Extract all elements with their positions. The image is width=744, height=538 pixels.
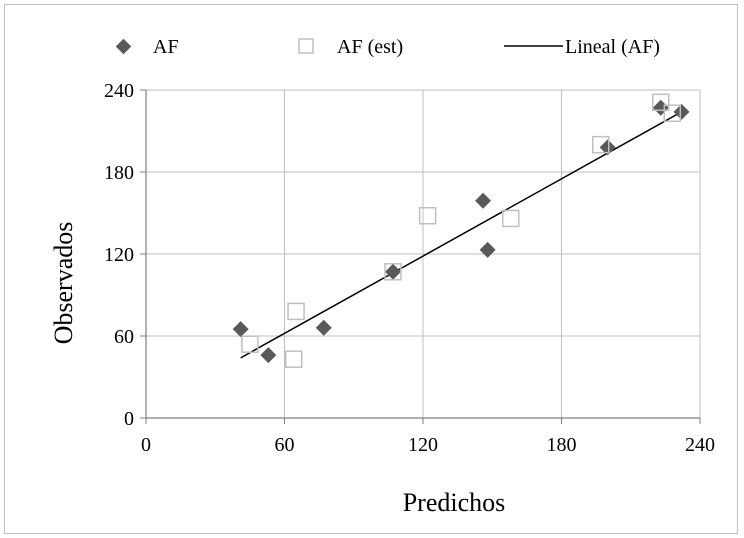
legend-label-af: AF xyxy=(153,36,179,58)
grid-lines xyxy=(146,89,701,418)
x-tick-label: 0 xyxy=(141,434,151,456)
data-point-af xyxy=(384,263,401,280)
trendline xyxy=(240,111,682,359)
data-marks xyxy=(232,93,690,368)
y-tick-label: 0 xyxy=(124,408,134,430)
data-point-af-est xyxy=(284,350,303,368)
y-tick-labels: 0 60 120 180 240 xyxy=(104,80,146,430)
trendline-group xyxy=(240,111,682,359)
x-tick-label: 60 xyxy=(275,434,295,456)
legend-label-af-est: AF (est) xyxy=(337,36,403,58)
legend-label-lineal: Lineal (AF) xyxy=(565,36,660,58)
data-point-af-est xyxy=(501,209,520,228)
y-tick-label: 60 xyxy=(114,326,134,348)
data-point-af-est xyxy=(241,335,259,353)
x-axis-title: Predichos xyxy=(403,488,506,517)
data-point-af-est xyxy=(652,93,670,112)
data-point-af xyxy=(673,103,690,120)
data-point-af-est xyxy=(591,135,610,154)
x-tick-label: 120 xyxy=(408,434,438,456)
x-tick-labels: 0 60 120 180 240 xyxy=(141,418,715,456)
y-tick-label: 120 xyxy=(104,244,134,266)
data-point-af xyxy=(260,347,277,364)
chart-frame xyxy=(4,4,738,534)
y-tick-label: 180 xyxy=(104,162,134,184)
legend: AF AF (est) Lineal (AF) xyxy=(115,36,660,58)
data-point-af xyxy=(599,139,616,156)
x-tick-label: 180 xyxy=(547,434,577,456)
data-point-af xyxy=(479,241,496,258)
y-tick-label: 240 xyxy=(104,80,134,102)
legend-marker-af-est xyxy=(298,38,314,54)
data-point-af-est xyxy=(384,263,402,281)
data-point-af xyxy=(475,192,492,209)
x-tick-label: 240 xyxy=(685,434,715,456)
data-point-af-est xyxy=(418,206,437,225)
y-axis-title: Observados xyxy=(49,222,78,345)
legend-marker-af xyxy=(115,38,132,55)
data-point-af-est xyxy=(663,104,682,122)
data-point-af xyxy=(315,319,332,336)
data-point-af-est xyxy=(287,302,305,321)
data-point-af xyxy=(232,321,249,338)
data-point-af xyxy=(652,99,669,116)
